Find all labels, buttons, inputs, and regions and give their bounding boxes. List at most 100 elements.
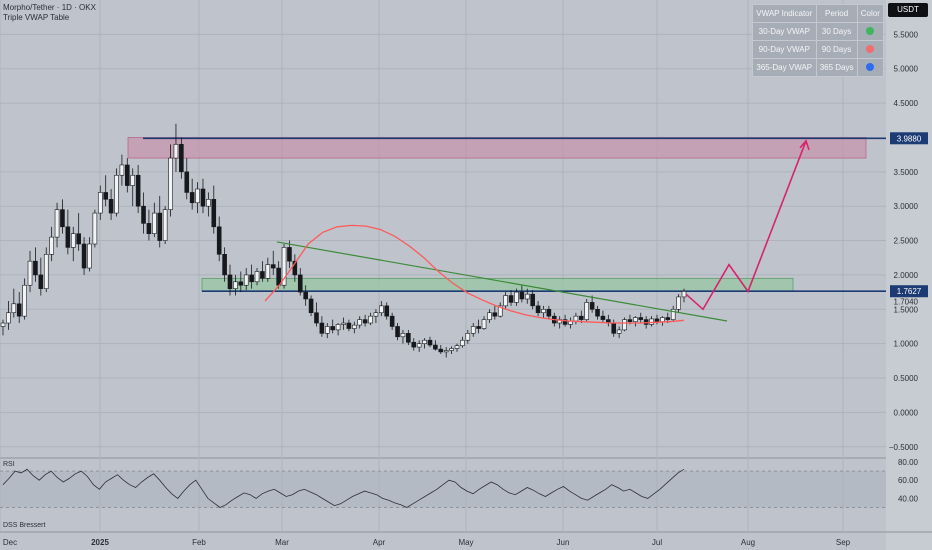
candle-body <box>654 318 660 322</box>
candle-body <box>81 243 87 269</box>
candle-body <box>87 243 92 269</box>
rsi-tick-label: 80.00 <box>898 458 919 467</box>
candle-body <box>330 326 335 331</box>
vwap-30-name: 30-Day VWAP <box>752 22 817 41</box>
candle-body <box>314 312 319 324</box>
candle-body <box>611 322 617 334</box>
candle-body <box>76 233 81 245</box>
candle-body <box>287 247 292 262</box>
candle-body <box>11 303 17 314</box>
candle-body <box>270 264 276 269</box>
candle-body <box>254 271 260 283</box>
x-tick-label: 2025 <box>91 538 109 547</box>
candle-body <box>438 348 444 353</box>
candle-body <box>579 315 584 320</box>
candle-body <box>530 293 535 307</box>
dss-label: DSS Bressert <box>3 522 46 529</box>
candle-body <box>622 319 627 331</box>
candle-body <box>179 144 184 173</box>
candle-body <box>524 293 530 300</box>
currency-badge[interactable]: USDT <box>888 3 928 17</box>
candle-body <box>324 326 330 334</box>
candle-body <box>335 324 341 331</box>
vwap-table: VWAP Indicator Period Color 30-Day VWAP … <box>752 4 885 77</box>
candle-body <box>152 212 157 234</box>
x-tick-label: Mar <box>275 538 289 547</box>
candle-body <box>411 341 417 348</box>
candle-body <box>649 318 654 325</box>
candle-body <box>546 308 552 317</box>
candle-body <box>49 236 54 255</box>
vwap-90-color-dot <box>866 44 875 53</box>
candle-body <box>562 319 568 325</box>
candle-body <box>103 192 108 200</box>
x-tick-label: Apr <box>373 538 386 547</box>
candle-body <box>227 274 233 289</box>
y-tick-label: 1.0000 <box>894 340 919 349</box>
vwap-header-indicator: VWAP Indicator <box>752 4 817 23</box>
candle-body <box>200 188 206 207</box>
candle-body <box>449 348 454 351</box>
vwap-365-color-dot <box>866 62 875 71</box>
candle-body <box>406 333 411 343</box>
vwap-header-period: Period <box>815 4 858 23</box>
candle-body <box>584 302 590 320</box>
candle-body <box>373 312 379 317</box>
vwap-365-period: 365 Days <box>815 58 858 77</box>
rsi-band <box>0 471 886 508</box>
candle-body <box>238 281 244 286</box>
y-tick-label: 3.0000 <box>894 202 919 211</box>
candle-body <box>643 319 649 325</box>
price-label-top: 3.9880 <box>897 134 922 143</box>
candle-body <box>38 274 44 289</box>
x-tick-label: Feb <box>192 538 206 547</box>
candle-body <box>573 315 579 322</box>
x-tick-label: Jul <box>652 538 662 547</box>
candle-body <box>600 315 606 320</box>
candle-body <box>146 223 152 234</box>
candle-body <box>384 305 390 317</box>
candle-body <box>184 171 190 193</box>
y-tick-label: 5.5000 <box>894 30 919 39</box>
price-label-top-bg <box>890 132 928 145</box>
candle-body <box>357 319 363 326</box>
x-tick-label: Jun <box>557 538 570 547</box>
candle-body <box>497 305 503 317</box>
candle-body <box>514 291 519 303</box>
chart-title: Morpho/Tether · 1D · OKX <box>3 3 96 12</box>
candle-body <box>265 264 271 279</box>
vwap-30-color-dot <box>866 26 875 35</box>
candle-body <box>595 308 600 317</box>
candle-body <box>508 295 514 303</box>
x-tick-label: Sep <box>836 538 851 547</box>
candle-body <box>297 274 303 293</box>
price-label-low: 1.7040 <box>894 297 919 306</box>
candle-body <box>216 226 222 255</box>
candle-body <box>676 296 681 310</box>
candle-body <box>541 308 546 314</box>
candle-body <box>33 260 38 276</box>
candle-body <box>162 209 168 241</box>
candle-body <box>660 317 665 322</box>
candle-body <box>379 305 384 314</box>
price-axis-background <box>886 0 932 550</box>
candle-body <box>92 212 98 245</box>
candle-body <box>168 157 173 210</box>
candle-body <box>389 315 395 327</box>
candle-body <box>65 226 71 248</box>
x-tick-label: May <box>458 538 473 547</box>
rsi-line <box>2 468 685 508</box>
candle-body <box>362 319 368 324</box>
candle-body <box>422 339 427 344</box>
candle-body <box>157 212 163 241</box>
y-tick-label: −0.5000 <box>889 443 919 452</box>
candle-body <box>195 188 200 204</box>
candle-body <box>492 312 498 317</box>
candle-body <box>292 260 298 276</box>
descending-trendline <box>276 241 728 322</box>
vwap-365-name: 365-Day VWAP <box>752 58 817 77</box>
y-tick-label: 2.5000 <box>894 237 919 246</box>
rsi-tick-label: 40.00 <box>898 494 919 503</box>
candle-body <box>108 199 114 214</box>
